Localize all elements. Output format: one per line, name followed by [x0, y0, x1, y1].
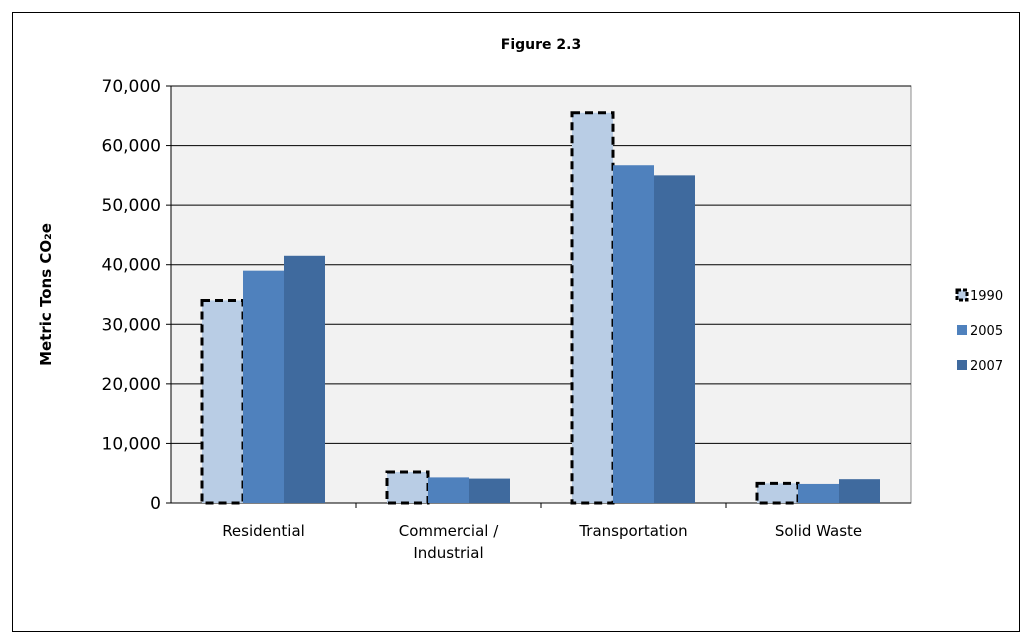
bar-2005: [798, 483, 839, 503]
bar-2007: [469, 478, 510, 503]
bar-1990: [570, 111, 615, 505]
x-tick-label: Commercial /: [399, 522, 499, 540]
x-tick-label: Industrial: [413, 544, 483, 562]
y-tick-label: 30,000: [102, 315, 161, 335]
bar-2005: [613, 165, 654, 504]
legend-label-2007: 2007: [970, 359, 1003, 374]
bar-2007: [284, 255, 325, 503]
bar-1990: [200, 298, 245, 505]
x-tick-label: Solid Waste: [775, 522, 862, 540]
bar-2005: [428, 477, 469, 503]
y-tick-label: 60,000: [102, 137, 161, 157]
legend-swatch-2007: [957, 360, 967, 370]
y-tick-label: 70,000: [102, 77, 161, 97]
legend-swatch-2005: [957, 325, 967, 335]
bar-1990: [755, 481, 800, 505]
y-tick-label: 0: [150, 494, 161, 514]
y-tick-label: 20,000: [102, 375, 161, 395]
x-tick-label: Transportation: [578, 522, 687, 540]
legend-label-1990: 1990: [970, 289, 1003, 304]
bar-2007: [839, 479, 880, 503]
bar-1990: [385, 470, 430, 505]
bar-2005: [243, 270, 284, 503]
legend-label-2005: 2005: [970, 324, 1003, 339]
chart-title: Figure 2.3: [501, 37, 581, 53]
y-tick-label: 50,000: [102, 196, 161, 216]
y-tick-label: 40,000: [102, 256, 161, 276]
y-axis-label: Metric Tons CO₂e: [37, 223, 55, 366]
bar-chart: Figure 2.3 0 10,000 20,000 30,000 40,000 50,00…: [37, 37, 1003, 562]
x-tick-label: Residential: [222, 522, 305, 540]
chart-frame: Figure 2.3 0 10,000 20,000 30,000 40,000 50,00…: [12, 12, 1020, 632]
legend-swatch-1990: [955, 288, 969, 302]
bar-2007: [654, 175, 695, 503]
y-tick-label: 10,000: [102, 434, 161, 454]
